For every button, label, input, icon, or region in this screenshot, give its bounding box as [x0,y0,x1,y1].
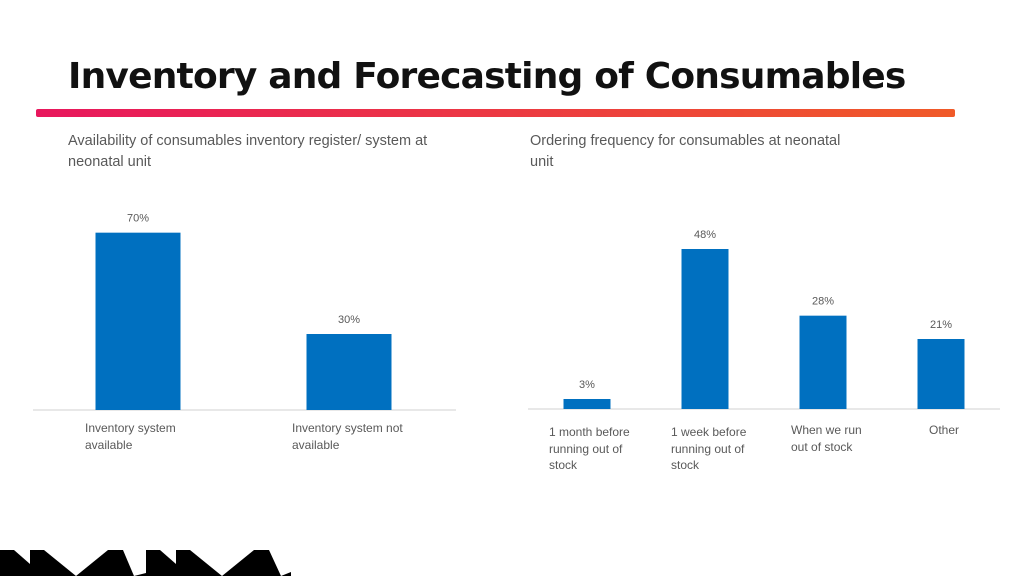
bar [306,334,392,410]
bar [681,249,729,409]
logo-chevron [190,550,254,576]
chart-right-title: Ordering frequency for consumables at ne… [530,133,841,170]
category-label: 1 month before running out of stock [549,425,630,472]
category-label: 1 week before running out of stock [671,425,747,472]
bar [799,315,847,409]
logo-chevron [14,550,30,564]
logo-chevron [160,550,176,564]
category-label: Inventory system not available [292,421,403,452]
bar [95,232,181,410]
category-label: When we run out of stock [791,423,862,454]
bar [563,399,611,409]
chart-left-title: Availability of consumables inventory re… [68,133,428,170]
category-label: Other [929,423,960,437]
data-label: 48% [694,229,716,241]
brand-chevron-logo [0,550,291,576]
category-label: Inventory system available [85,421,176,452]
logo-chevron [44,550,108,576]
logo-chevron [269,550,291,576]
data-label: 70% [127,213,149,225]
data-label: 30% [338,314,360,326]
page-title: Inventory and Forecasting of Consumables [68,56,906,97]
data-label: 3% [579,379,595,391]
title-gradient-rule [36,109,955,117]
logo-chevron [123,550,146,576]
bar [917,339,965,409]
data-label: 28% [812,296,834,308]
data-label: 21% [930,319,952,331]
